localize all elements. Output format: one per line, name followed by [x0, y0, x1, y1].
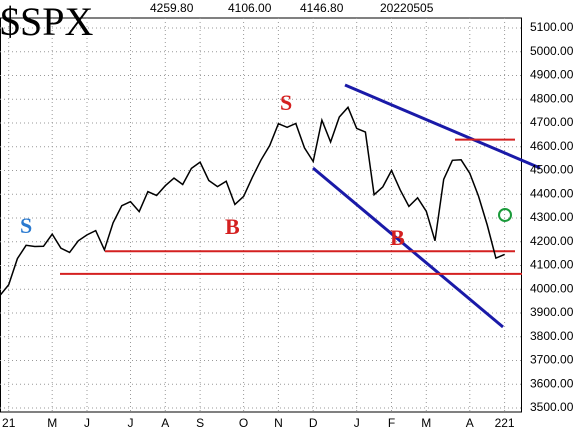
x-tick-label: A — [466, 416, 474, 430]
y-tick-label: 5000.00 — [530, 44, 574, 58]
y-tick-label: 4100.00 — [530, 258, 574, 272]
plot-frame — [0, 17, 522, 413]
x-tick-label: S — [196, 416, 204, 430]
y-tick-label: 3800.00 — [530, 329, 574, 343]
price-line — [0, 105, 505, 296]
y-tick-label: 4400.00 — [530, 186, 574, 200]
y-tick-label: 3700.00 — [530, 353, 574, 367]
annotation: S — [20, 213, 32, 238]
y-tick-label: 4500.00 — [530, 163, 574, 177]
header-value: 4259.80 — [150, 1, 194, 15]
x-tick-label: 221 — [495, 416, 515, 430]
annotation: B — [225, 214, 240, 239]
annotation: B — [390, 225, 405, 250]
annotation: S — [280, 90, 292, 115]
trend-line — [344, 83, 541, 170]
y-tick-label: 4800.00 — [530, 91, 574, 105]
x-tick-label: J — [84, 416, 90, 430]
y-tick-label: 5100.00 — [530, 20, 574, 34]
y-tick-label: 3900.00 — [530, 305, 574, 319]
header-value: 20220505 — [380, 1, 434, 15]
y-tick-label: 3600.00 — [530, 376, 574, 390]
x-tick-label: F — [388, 416, 395, 430]
chart-title: $SPX — [0, 0, 93, 44]
x-tick-label: D — [309, 416, 318, 430]
x-tick-label: M — [47, 416, 57, 430]
y-tick-label: 3500.00 — [530, 400, 574, 414]
trend-line — [312, 166, 504, 329]
x-tick-label: N — [274, 416, 283, 430]
y-tick-label: 4300.00 — [530, 210, 574, 224]
header-value: 4106.00 — [228, 1, 272, 15]
x-tick-label: 21 — [2, 416, 16, 430]
y-tick-label: 4000.00 — [530, 281, 574, 295]
x-tick-label: M — [421, 416, 431, 430]
header-value: 4146.80 — [300, 1, 344, 15]
y-tick-label: 4600.00 — [530, 139, 574, 153]
y-tick-label: 4900.00 — [530, 68, 574, 82]
x-tick-label: O — [239, 416, 248, 430]
x-tick-label: A — [161, 416, 169, 430]
signal-circle — [498, 208, 512, 222]
y-tick-label: 4200.00 — [530, 234, 574, 248]
y-tick-label: 4700.00 — [530, 115, 574, 129]
x-tick-label: J — [128, 416, 134, 430]
x-tick-label: J — [354, 416, 360, 430]
